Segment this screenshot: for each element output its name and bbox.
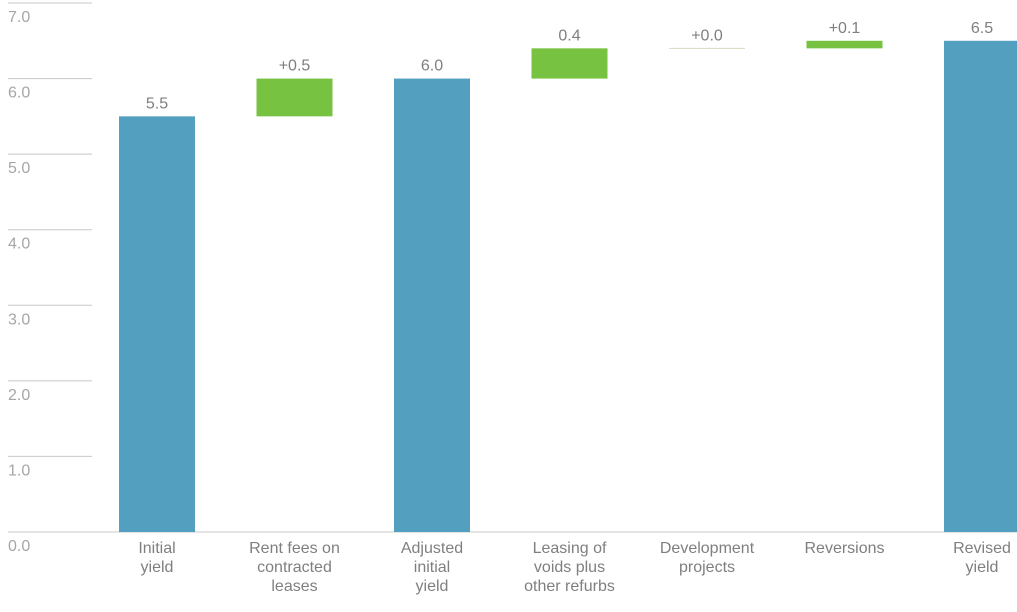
y-tick-label-2.0: 2.0 bbox=[8, 387, 30, 404]
bar-2 bbox=[394, 78, 470, 533]
y-tick-label-6.0: 6.0 bbox=[8, 85, 30, 102]
y-tick-label-0.0: 0.0 bbox=[8, 538, 30, 555]
bars bbox=[119, 40, 1017, 533]
y-tick-label-1.0: 1.0 bbox=[8, 462, 30, 479]
category-label-5: Reversions bbox=[804, 540, 884, 557]
bar-3 bbox=[531, 48, 608, 79]
category-label-4: Development projects bbox=[660, 540, 755, 576]
data-label-3: 0.4 bbox=[558, 27, 580, 44]
data-label-2: 6.0 bbox=[421, 58, 443, 75]
data-label-4: +0.0 bbox=[691, 27, 723, 44]
category-label-1: Rent fees on contracted leases bbox=[249, 540, 340, 595]
data-label-0: 5.5 bbox=[146, 95, 168, 112]
data-label-1: +0.5 bbox=[279, 58, 311, 75]
bar-5 bbox=[806, 40, 883, 49]
data-label-6: 6.5 bbox=[971, 20, 993, 37]
category-label-3: Leasing of voids plus other refurbs bbox=[524, 540, 615, 595]
bar-0 bbox=[119, 116, 195, 532]
y-tick-label-3.0: 3.0 bbox=[8, 311, 30, 328]
y-tick-label-4.0: 4.0 bbox=[8, 236, 30, 253]
data-label-5: +0.1 bbox=[829, 20, 861, 37]
bar-6 bbox=[944, 40, 1017, 533]
bar-1 bbox=[256, 78, 333, 117]
data-labels: 5.5 +0.5 6.0 0.4 +0.0 +0.1 6.5 bbox=[146, 20, 993, 113]
category-labels: Initial yield Rent fees on contracted leases… bbox=[138, 540, 1011, 595]
category-label-2: Adjusted initial yield bbox=[401, 540, 463, 595]
category-label-0: Initial yield bbox=[138, 540, 175, 576]
y-tick-label-7.0: 7.0 bbox=[8, 9, 30, 26]
category-label-6: Revised yield bbox=[953, 540, 1011, 576]
y-tick-label-5.0: 5.0 bbox=[8, 160, 30, 177]
